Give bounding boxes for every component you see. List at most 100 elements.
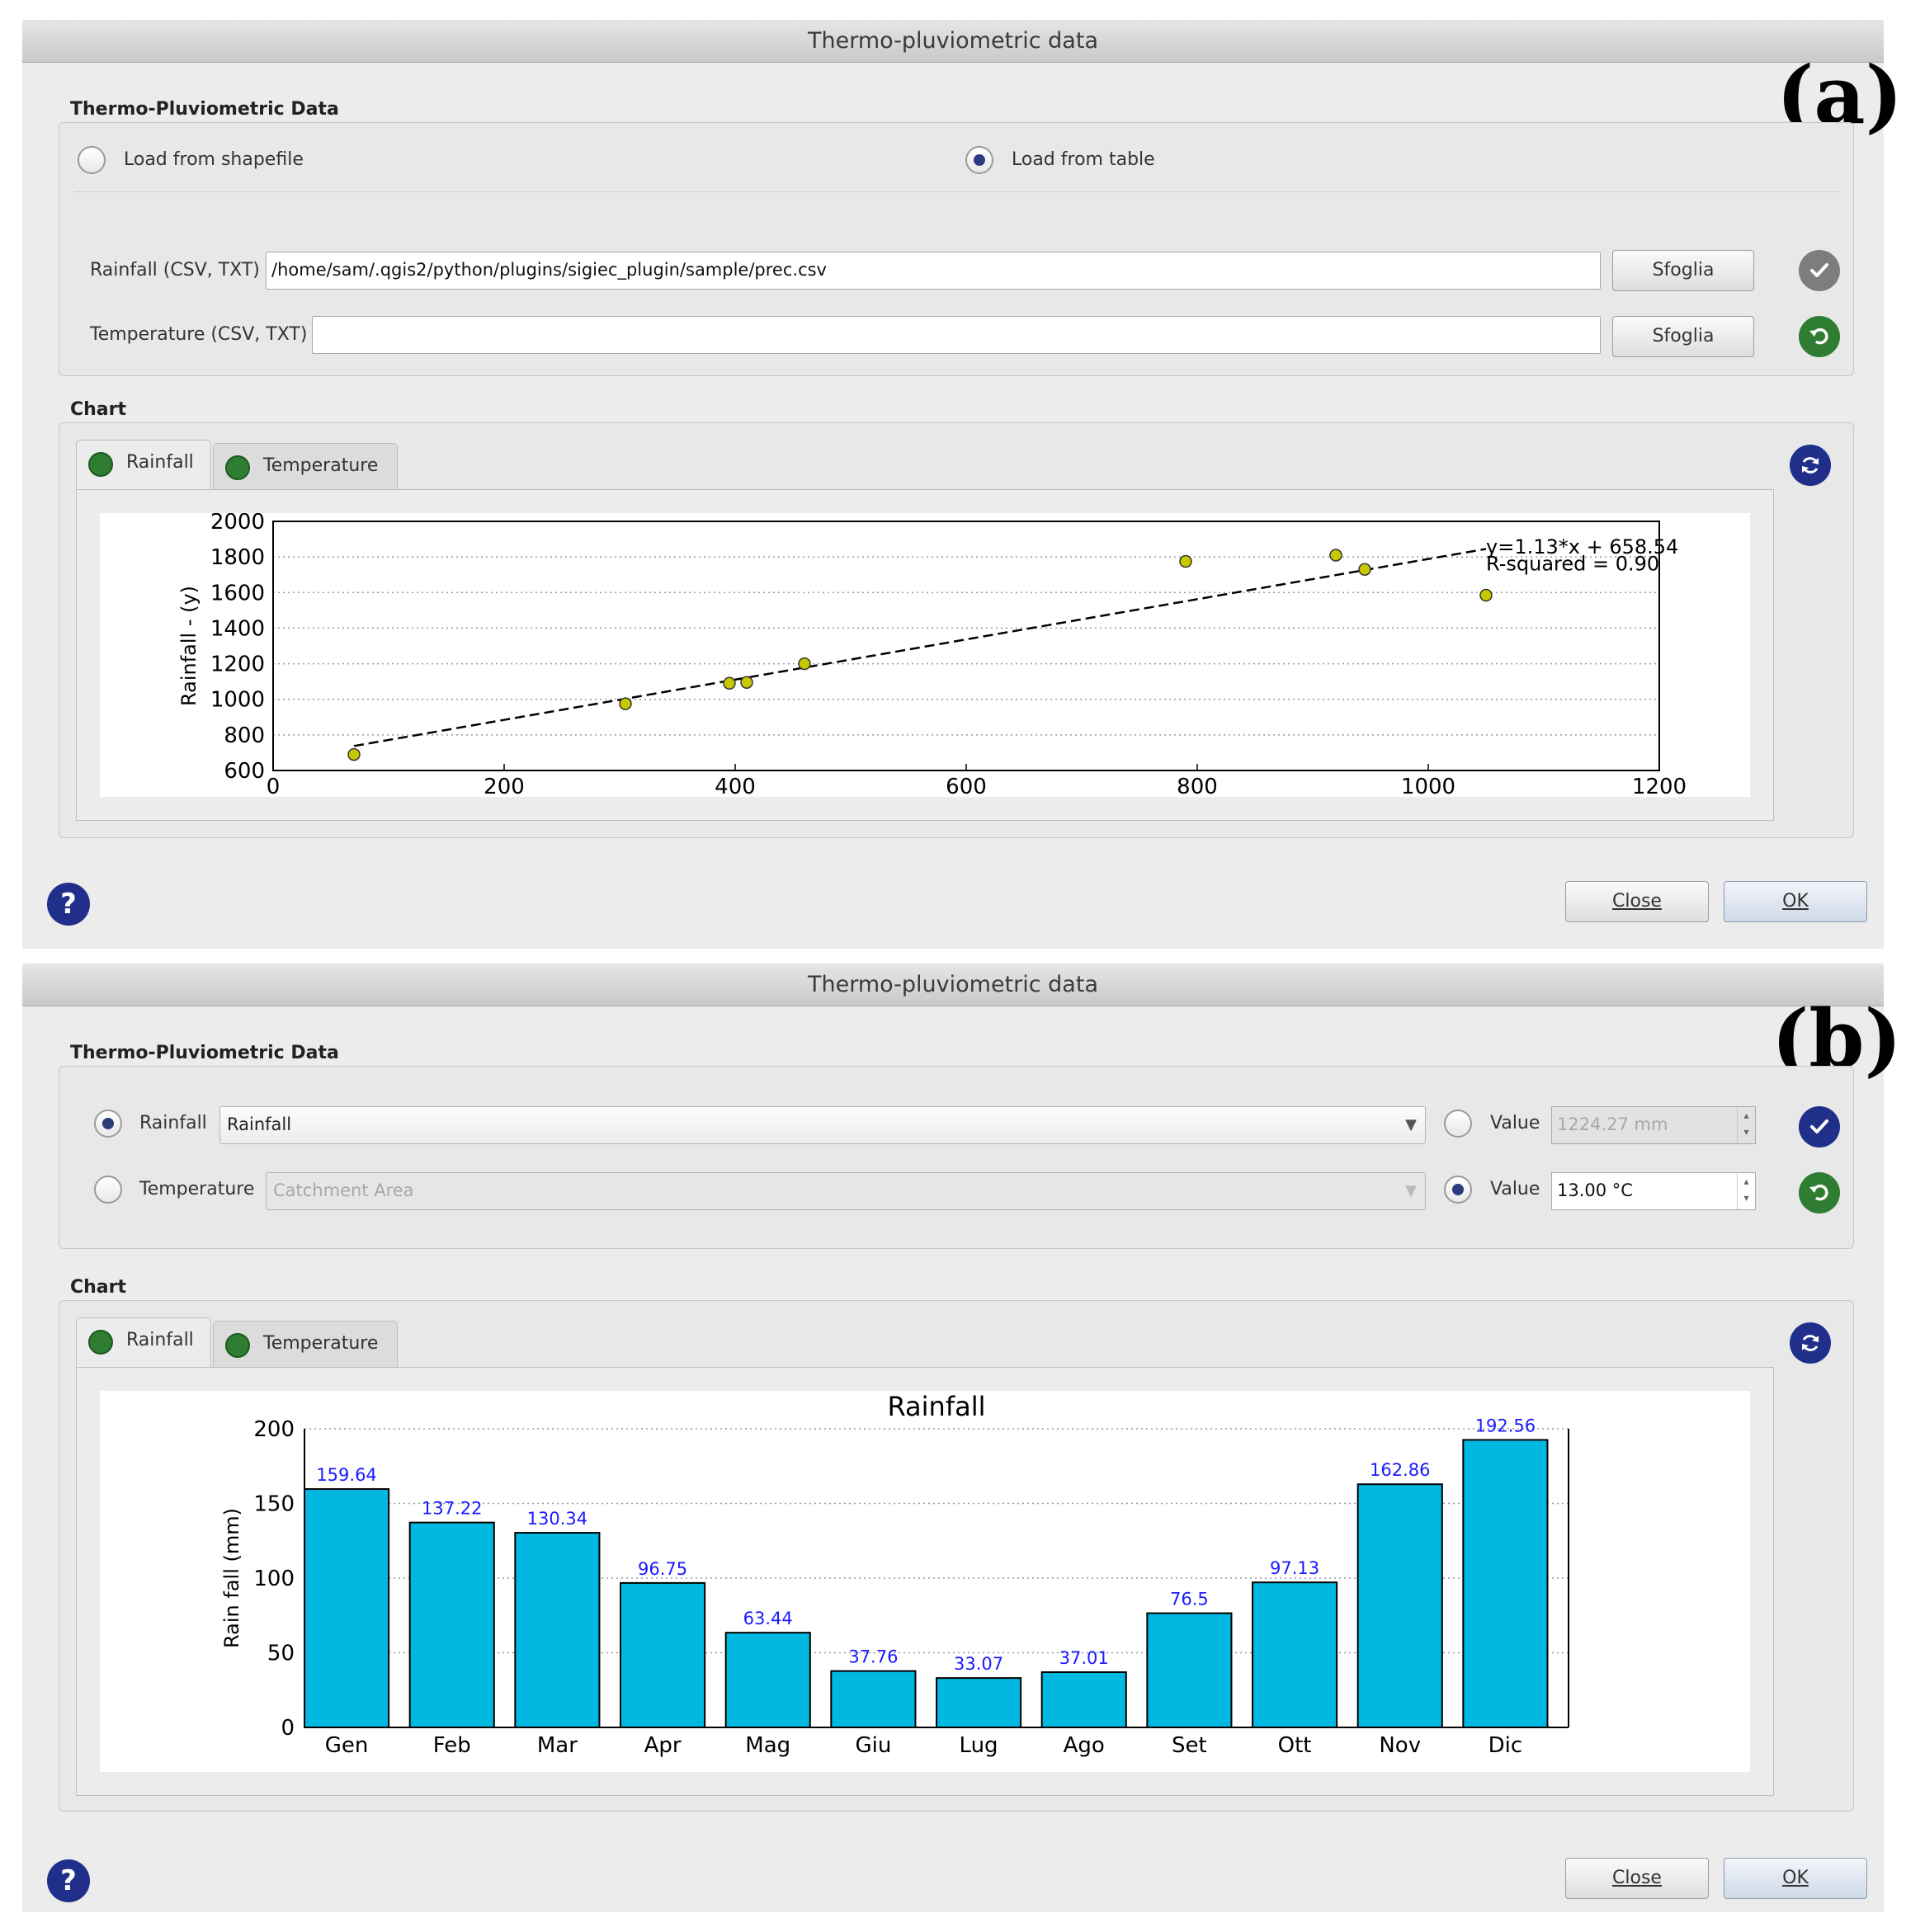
ok-button[interactable]: OK [1724,1858,1867,1899]
bar-value-label: 97.13 [1270,1558,1319,1578]
radio-load-from-table[interactable] [965,146,993,174]
rainfall-file-label: Rainfall (CSV, TXT) [90,260,260,280]
temperature-value-spinbox[interactable]: 13.00 °C ▴ ▾ [1551,1172,1756,1210]
y-tick-label: 600 [224,759,265,784]
spin-arrows-icon[interactable]: ▴ ▾ [1737,1107,1755,1143]
bar [514,1532,601,1728]
rainfall-layer-combo-value: Rainfall [227,1114,292,1134]
undo-icon[interactable] [1799,1172,1840,1213]
x-tick-label: Ago [1064,1733,1105,1758]
x-tick-label: 800 [1177,775,1218,797]
tab-pane-rainfall: Rainfall 0 50 100 150 200 Rain fall (mm) 159.64… [76,1367,1774,1796]
bar [620,1581,706,1728]
x-tick-label: 1200 [1632,775,1687,797]
radio-rainfall-layer[interactable] [94,1110,122,1138]
temperature-value-text: 13.00 °C [1557,1180,1633,1200]
bar [1146,1612,1233,1728]
y-tick-label: 0 [281,1716,295,1741]
section-title-chart: Chart [70,1277,127,1298]
rainfall-browse-button[interactable]: Sfoglia [1612,250,1754,291]
tab-temperature[interactable]: Temperature [213,1321,398,1367]
tab-rainfall-label: Rainfall [126,452,194,473]
radio-rainfall-value[interactable] [1444,1110,1472,1138]
rain-cloud-icon [88,452,113,477]
bar [1462,1439,1549,1728]
tab-rainfall-label: Rainfall [126,1330,194,1350]
panel-letter: (b) [1772,992,1902,1086]
y-tick-label: 1400 [210,616,265,641]
temperature-layer-combo[interactable]: Catchment Area ▼ [266,1172,1426,1210]
close-button-label: Close [1612,1868,1662,1888]
section-title-data: Thermo-Pluviometric Data [70,99,339,120]
rainfall-value-text: 1224.27 mm [1557,1114,1668,1134]
bar-value-label: 137.22 [422,1499,482,1519]
close-button[interactable]: Close [1565,1858,1709,1899]
checkmark-icon[interactable] [1799,250,1840,291]
rainfall-layer-combo[interactable]: Rainfall ▼ [219,1106,1426,1144]
x-tick-label: Ott [1278,1733,1312,1758]
y-tick-label: 2000 [210,513,265,535]
x-tick-label: Giu [855,1733,891,1758]
radio-temperature-layer[interactable] [94,1176,122,1204]
tab-temperature-label: Temperature [263,1333,379,1354]
panel-letter: (a) [1776,49,1904,142]
bar-value-label: 96.75 [638,1559,687,1579]
rainfall-path-field[interactable]: /home/sam/.qgis2/python/plugins/sigiec_p… [266,252,1601,290]
tab-rainfall[interactable]: Rainfall [76,1317,211,1367]
bar-value-label: 33.07 [954,1654,1003,1674]
data-groupbox: Load from shapefile Load from table Rain… [59,122,1854,376]
data-point [1358,563,1371,576]
section-title-data: Thermo-Pluviometric Data [70,1043,339,1063]
bar-value-label: 159.64 [316,1465,376,1485]
window-title: Thermo-pluviometric data [22,20,1884,63]
scatter-plot-area: 600 800 1000 1200 1400 1600 1800 2000 0 200 400 600… [100,510,1750,799]
y-tick-label: 50 [267,1642,295,1666]
x-tick-label: Gen [325,1733,369,1758]
y-tick-label: 1600 [210,581,265,606]
radio-load-from-shapefile[interactable] [78,146,106,174]
data-point [1479,588,1493,602]
bar-value-label: 192.56 [1475,1416,1536,1435]
question-icon[interactable]: ? [47,1859,90,1902]
bar-chart: Rainfall 0 50 100 150 200 Rain fall (mm) 159.64… [220,1391,1569,1758]
checkmark-icon[interactable] [1799,1106,1840,1147]
scatter-chart: 600 800 1000 1200 1400 1600 1800 2000 0 200 400 600… [177,510,1687,799]
chart-title: Rainfall [888,1391,986,1422]
bar [1040,1671,1127,1728]
window-title: Thermo-pluviometric data [22,964,1884,1006]
question-icon[interactable]: ? [47,883,90,926]
tab-rainfall[interactable]: Rainfall [76,440,211,489]
ok-button-label: OK [1782,1868,1809,1888]
tab-temperature[interactable]: Temperature [213,443,398,489]
x-tick-label: Dic [1488,1733,1523,1758]
section-title-chart: Chart [70,399,127,420]
radio-temperature-value[interactable] [1444,1176,1472,1204]
x-tick-label: Feb [433,1733,471,1758]
y-axis-label: Rainfall - (y) [177,586,201,706]
temperature-browse-button[interactable]: Sfoglia [1612,316,1754,357]
spin-arrows-icon[interactable]: ▴ ▾ [1737,1173,1755,1209]
bar-value-label: 162.86 [1370,1460,1430,1480]
y-tick-label: 1800 [210,545,265,570]
rainfall-value-spinbox[interactable]: 1224.27 mm ▴ ▾ [1551,1106,1756,1144]
ok-button[interactable]: OK [1724,881,1867,922]
y-tick-label: 1200 [210,653,265,677]
bar-value-label: 37.76 [848,1647,898,1667]
x-tick-label: Mag [745,1733,790,1758]
bar-value-label: 130.34 [527,1509,587,1529]
chevron-down-icon: ▼ [1405,1182,1417,1199]
temperature-path-field[interactable] [312,316,1601,354]
close-button[interactable]: Close [1565,881,1709,922]
x-tick-label: 200 [484,775,525,797]
close-button-label: Close [1612,891,1662,912]
undo-icon[interactable] [1799,316,1840,357]
dialog-layer-value: Thermo-pluviometric data (b) Thermo-Pluv… [22,964,1902,1912]
x-tick-label: Lug [960,1733,998,1758]
regression-line [353,548,1487,747]
chevron-down-icon: ▼ [1405,1116,1417,1133]
refresh-icon[interactable] [1790,1322,1831,1364]
radio-load-from-shapefile-label: Load from shapefile [124,149,304,170]
thermometer-icon [225,1333,250,1358]
x-tick-label: Nov [1379,1733,1421,1758]
refresh-icon[interactable] [1790,445,1831,486]
